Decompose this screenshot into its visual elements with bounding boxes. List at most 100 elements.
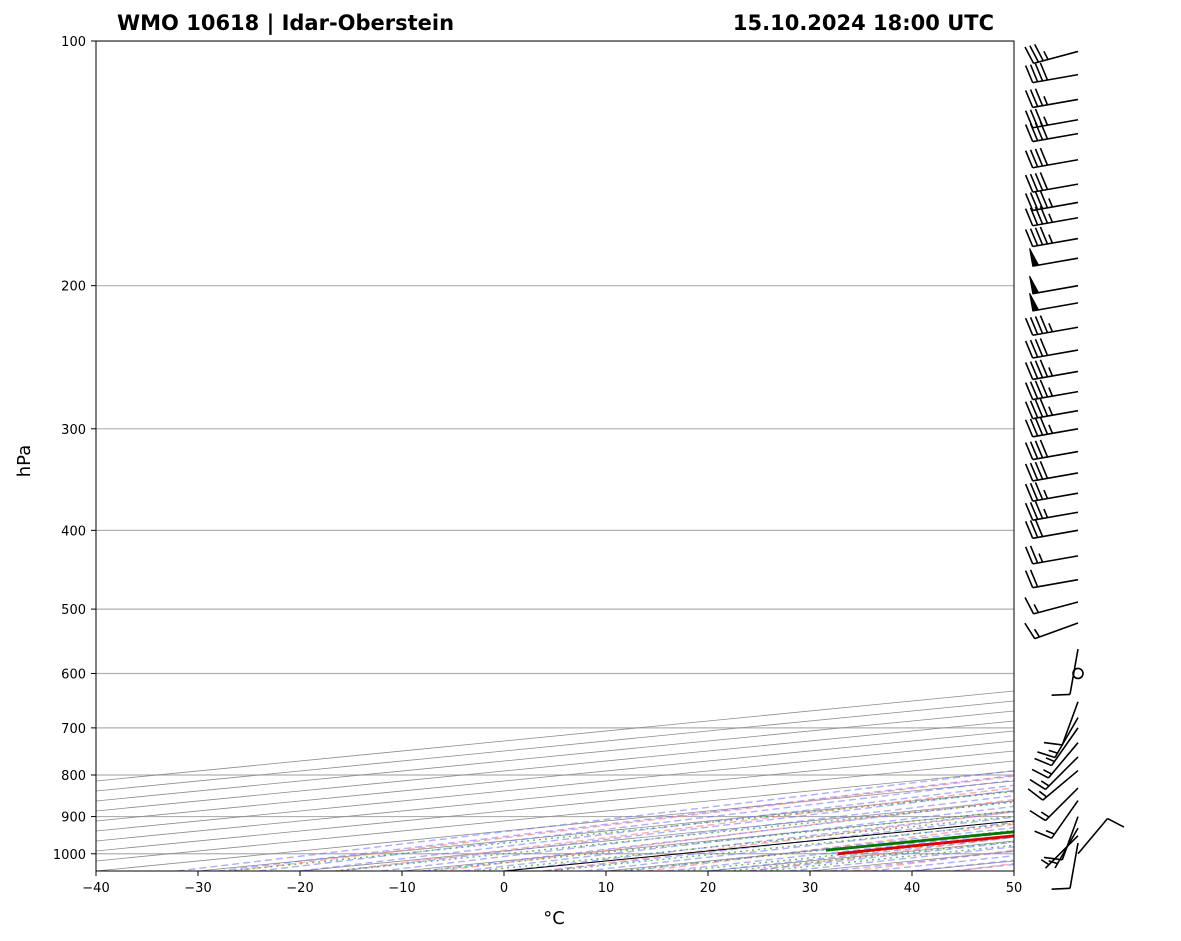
barb-half [1048, 322, 1054, 333]
barb-full [1024, 110, 1034, 129]
wind-barb [1024, 379, 1079, 401]
dry-adiabat--30 [232, 775, 1014, 871]
barb-shaft [1032, 472, 1079, 482]
wind-barb [1029, 292, 1079, 312]
barb-full [1029, 45, 1040, 63]
x-tick-label: 30 [802, 881, 819, 896]
dry-adiabat-60 [1164, 41, 1181, 871]
moist-adiabat-28 [789, 846, 1014, 871]
barb-full [1027, 788, 1044, 801]
barb-full [1034, 338, 1044, 357]
barb-full [1034, 227, 1044, 246]
barb-full [1024, 597, 1035, 615]
barb-full [1029, 109, 1039, 128]
isotherm-20 [707, 840, 1014, 871]
wind-barb [1029, 787, 1079, 822]
barb-full [1031, 768, 1049, 779]
barb-full [1051, 887, 1071, 890]
barb-shaft [1032, 578, 1079, 589]
barb-half [1048, 234, 1054, 244]
barb-full [1034, 501, 1044, 519]
isotherm--30 [197, 790, 1014, 871]
barb-full [1039, 461, 1049, 479]
barb-shaft [1032, 450, 1079, 461]
series-temperature-line [837, 834, 1014, 856]
barb-shaft [1042, 769, 1079, 801]
barb-full [1024, 90, 1034, 108]
x-tick-label: 50 [1006, 881, 1023, 896]
isotherm--100 [96, 720, 1014, 812]
barb-half [1048, 387, 1054, 397]
wind-barb [1024, 519, 1079, 540]
barb-full [1029, 545, 1039, 564]
wind-barb [1027, 769, 1079, 801]
barb-shaft [1032, 216, 1079, 227]
barb-full [1029, 173, 1039, 192]
barb-half [1048, 213, 1054, 223]
barb-half [1043, 508, 1049, 518]
barb-half [1045, 829, 1055, 835]
barb-shaft [1032, 428, 1079, 438]
barb-shaft [1077, 818, 1109, 855]
barb-shaft [1032, 118, 1079, 129]
barb-shaft [1032, 511, 1079, 522]
barb-full [1029, 317, 1039, 335]
y-tick-label: 600 [61, 667, 86, 682]
moist-adiabat--16 [340, 789, 1014, 871]
barb-full [1039, 147, 1049, 166]
wind-barb [1024, 338, 1079, 359]
dry-adiabat-50 [1060, 41, 1181, 871]
barb-full [1107, 817, 1125, 828]
barb-full [1029, 502, 1039, 520]
axis-layer: −40 −30 −20 −10 0 10 20 30 40 50 1000 900 800 700 600 5… [53, 35, 1022, 896]
barb-full [1029, 89, 1039, 107]
barb-full [1024, 174, 1034, 193]
barb-shaft [1032, 257, 1079, 267]
moist-adiabat-12 [626, 826, 1014, 871]
wind-barb [1024, 62, 1079, 84]
y-axis-label: hPa [14, 445, 35, 477]
barb-half [1033, 604, 1040, 613]
series-dewpoint-line [825, 830, 1014, 852]
wind-barb [1024, 569, 1079, 589]
barb-full [1034, 88, 1044, 106]
barb-full [1039, 62, 1049, 81]
barb-full [1024, 401, 1034, 419]
barb-full [1034, 461, 1044, 480]
barb-shaft [1032, 237, 1079, 248]
barb-full [1029, 228, 1039, 246]
barb-shaft [1032, 284, 1079, 295]
mixing-ratio-5 [548, 822, 1014, 871]
barb-shaft [1032, 529, 1079, 540]
x-tick-label: 0 [500, 881, 508, 896]
wind-barb [1024, 44, 1079, 65]
isotherm--50 [96, 770, 1014, 862]
y-tick-label: 1000 [53, 848, 86, 863]
barb-full [1024, 340, 1034, 359]
wind-barb [1024, 501, 1079, 522]
x-tick-label: −40 [82, 881, 109, 896]
y-tick-label: 200 [61, 280, 86, 295]
barb-shaft [1032, 326, 1079, 337]
barb-shaft [1033, 601, 1079, 615]
barb-full [1024, 502, 1034, 521]
barb-full [1029, 809, 1046, 822]
moist-adiabat-16 [667, 831, 1014, 871]
barb-shaft [1032, 409, 1079, 420]
barb-full [1039, 190, 1049, 209]
barb-shaft [1032, 492, 1079, 502]
wind-barb [1034, 800, 1079, 839]
barb-shaft [1061, 701, 1079, 746]
plot-frame [95, 40, 1015, 872]
barb-half [1033, 628, 1041, 638]
barb-full [1034, 148, 1044, 167]
x-tick-label: 10 [598, 881, 615, 896]
barb-full [1024, 419, 1034, 438]
x-tick-label: −20 [286, 881, 313, 896]
barb-shaft [1032, 132, 1079, 143]
mixing-ratio-2 [422, 810, 1014, 871]
moist-adiabat-24 [748, 841, 1014, 871]
isotherm--40 [96, 780, 1014, 871]
isotherm--110 [96, 710, 1014, 802]
